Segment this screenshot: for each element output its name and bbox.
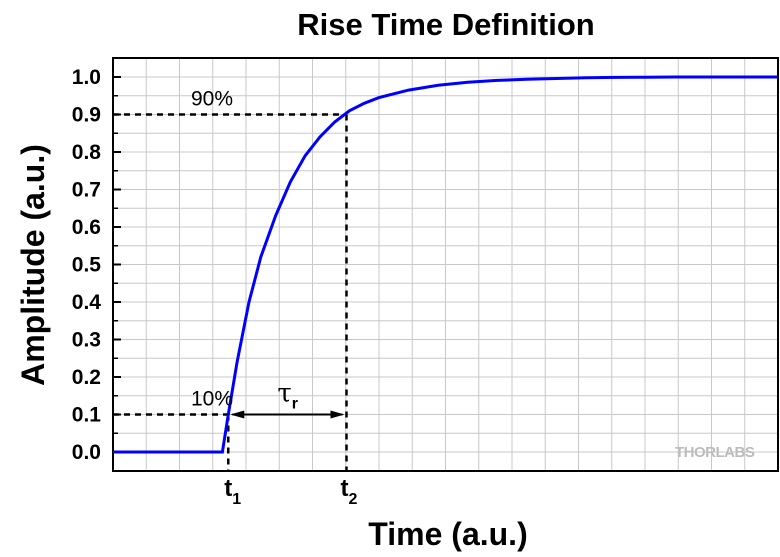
y-tick-label: 0.7 <box>72 179 101 202</box>
grid <box>113 58 778 471</box>
plot-frame <box>112 57 779 472</box>
y-tick-label: 0.3 <box>72 329 101 352</box>
y-axis-label: Amplitude (a.u.) <box>15 144 51 386</box>
y-tick-label: 0.1 <box>72 404 102 427</box>
rise-time-label: τr <box>277 379 298 413</box>
brand-logo-part1: THOR <box>675 444 716 461</box>
y-tick-label: 0.6 <box>72 216 101 239</box>
t1-symbol: t <box>224 475 232 502</box>
x-axis-label: Time (a.u.) <box>368 516 527 552</box>
y-tick-label: 0.2 <box>72 366 101 389</box>
brand-logo: THORLABS <box>675 444 755 461</box>
y-tick-label: 1.0 <box>72 66 101 89</box>
arrow-head-right <box>330 410 345 419</box>
y-tick-label: 0.8 <box>72 141 102 164</box>
t1-subscript: 1 <box>232 491 241 508</box>
t2-subscript: 2 <box>348 491 357 508</box>
y-tick-label: 0.9 <box>72 104 101 127</box>
rise-time-symbol: τ <box>277 379 291 409</box>
chart-title: Rise Time Definition <box>297 7 594 42</box>
y-tick-label: 0.0 <box>72 441 101 464</box>
rise-time-subscript: r <box>292 396 298 413</box>
t1-label: t1 <box>224 475 241 508</box>
rise-time-arrow <box>230 410 345 419</box>
t2-symbol: t <box>340 475 348 502</box>
y-tick-label: 0.5 <box>72 254 102 277</box>
guide-lines <box>113 113 348 471</box>
y-axis: 0.0 0.1 0.2 0.3 0.4 0.5 0.6 0.7 0.8 0.9 1.0 <box>72 66 121 464</box>
brand-logo-part2: LABS <box>716 444 755 461</box>
y-tick-label: 0.4 <box>72 291 102 314</box>
level-10-label: 10% <box>191 388 233 411</box>
arrow-head-left <box>230 410 245 419</box>
t2-label: t2 <box>340 475 357 508</box>
series-line <box>113 75 778 454</box>
level-90-label: 90% <box>191 88 233 111</box>
